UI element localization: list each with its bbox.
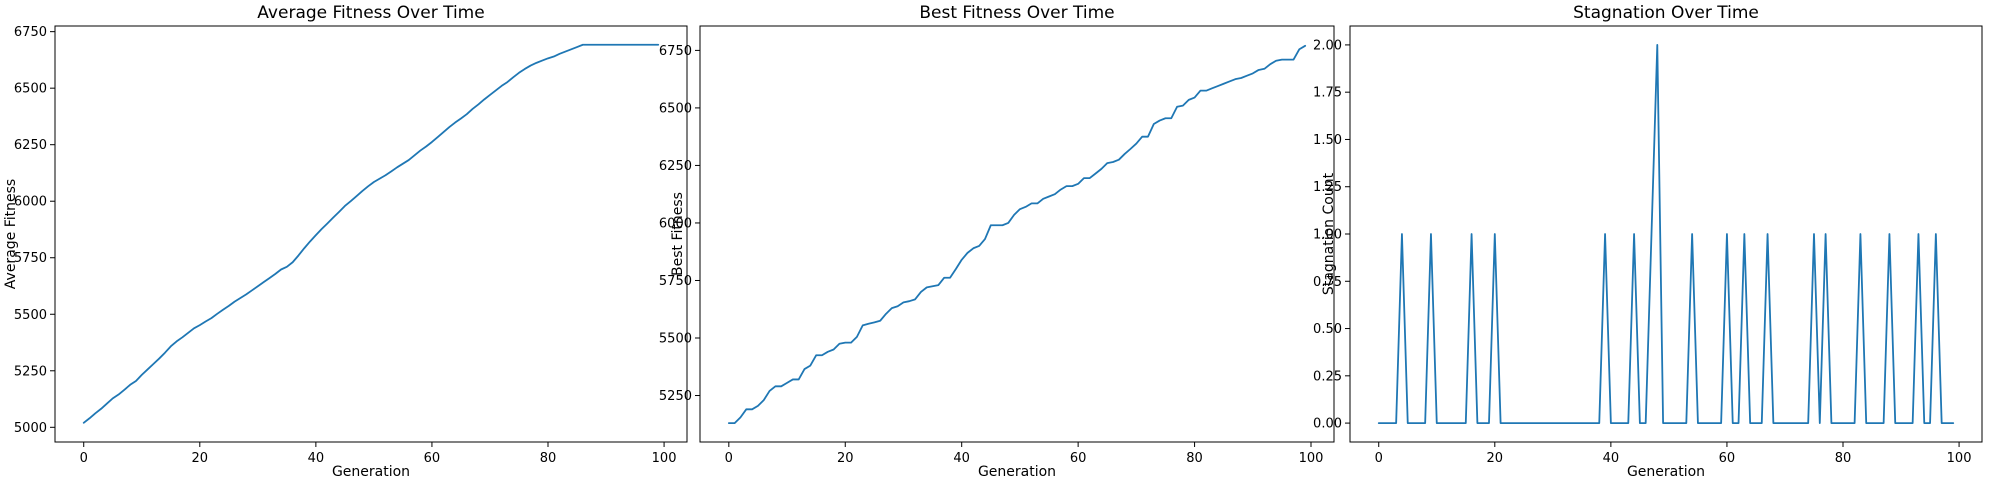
chart-panel-stagnation: Stagnation Over Time Generation Stagnati… bbox=[1313, 3, 1983, 480]
plot-area bbox=[727, 44, 1307, 425]
x-tick-label: 40 bbox=[953, 451, 970, 466]
x-axis-label: Generation bbox=[978, 464, 1056, 480]
y-tick-label: 0.75 bbox=[1313, 275, 1342, 290]
x-tick-label: 20 bbox=[1487, 451, 1504, 466]
y-tick-label: 1.25 bbox=[1313, 180, 1342, 195]
x-tick-label: 60 bbox=[1070, 451, 1087, 466]
y-tick-label: 2.00 bbox=[1313, 38, 1342, 53]
x-tick-label: 0 bbox=[80, 451, 88, 466]
plot-area bbox=[1377, 44, 1955, 424]
y-axis-label: Best Fitness bbox=[670, 192, 686, 276]
chart-panel-best-fitness: Best Fitness Over Time Generation Best F… bbox=[659, 3, 1335, 480]
x-tick-label: 0 bbox=[725, 451, 733, 466]
y-tick-label: 5250 bbox=[659, 389, 692, 404]
y-tick-label: 6500 bbox=[14, 82, 47, 97]
y-tick-label: 6500 bbox=[659, 101, 692, 116]
x-tick-label: 60 bbox=[424, 451, 441, 466]
plot-area bbox=[82, 43, 660, 424]
chart-panel-average-fitness: Average Fitness Over Time Generation Ave… bbox=[3, 3, 688, 480]
chart-title: Stagnation Over Time bbox=[1573, 3, 1759, 23]
axis-frame bbox=[699, 25, 1335, 443]
x-tick-label: 60 bbox=[1719, 451, 1736, 466]
y-axis-label: Stagnation Count bbox=[1321, 172, 1337, 295]
y-tick-label: 5250 bbox=[14, 364, 47, 379]
y-tick-label: 1.50 bbox=[1313, 133, 1342, 148]
series-line bbox=[1377, 44, 1955, 424]
x-tick-label: 100 bbox=[1947, 451, 1972, 466]
x-tick-label: 40 bbox=[1603, 451, 1620, 466]
y-tick-label: 1.75 bbox=[1313, 86, 1342, 101]
x-tick-label: 20 bbox=[192, 451, 209, 466]
y-tick-label: 5500 bbox=[659, 332, 692, 347]
y-tick-label: 5750 bbox=[659, 274, 692, 289]
chart-title: Best Fitness Over Time bbox=[919, 3, 1114, 23]
x-axis-label: Generation bbox=[332, 464, 410, 480]
y-tick-label: 6250 bbox=[14, 138, 47, 153]
y-tick-label: 5000 bbox=[14, 421, 47, 436]
x-tick-label: 100 bbox=[652, 451, 677, 466]
y-tick-label: 0.25 bbox=[1313, 369, 1342, 384]
y-tick-label: 0.50 bbox=[1313, 322, 1342, 337]
y-axis-label: Average Fitness bbox=[3, 179, 19, 289]
y-tick-label: 6750 bbox=[659, 44, 692, 59]
x-tick-label: 20 bbox=[837, 451, 854, 466]
x-tick-label: 80 bbox=[1186, 451, 1203, 466]
x-tick-label: 80 bbox=[540, 451, 557, 466]
series-line bbox=[82, 43, 660, 424]
x-tick-label: 0 bbox=[1375, 451, 1383, 466]
chart-title: Average Fitness Over Time bbox=[257, 3, 484, 23]
y-tick-label: 0.00 bbox=[1313, 417, 1342, 432]
y-tick-label: 6000 bbox=[659, 216, 692, 231]
y-tick-label: 6750 bbox=[14, 25, 47, 40]
y-tick-label: 5500 bbox=[14, 308, 47, 323]
x-tick-label: 80 bbox=[1835, 451, 1852, 466]
series-line bbox=[727, 44, 1307, 425]
y-tick-label: 6000 bbox=[14, 195, 47, 210]
y-tick-label: 6250 bbox=[659, 159, 692, 174]
y-tick-label: 1.00 bbox=[1313, 228, 1342, 243]
x-tick-label: 100 bbox=[1299, 451, 1324, 466]
x-axis-label: Generation bbox=[1627, 464, 1705, 480]
y-tick-label: 5750 bbox=[14, 251, 47, 266]
axis-frame bbox=[54, 25, 688, 443]
x-tick-label: 40 bbox=[308, 451, 325, 466]
